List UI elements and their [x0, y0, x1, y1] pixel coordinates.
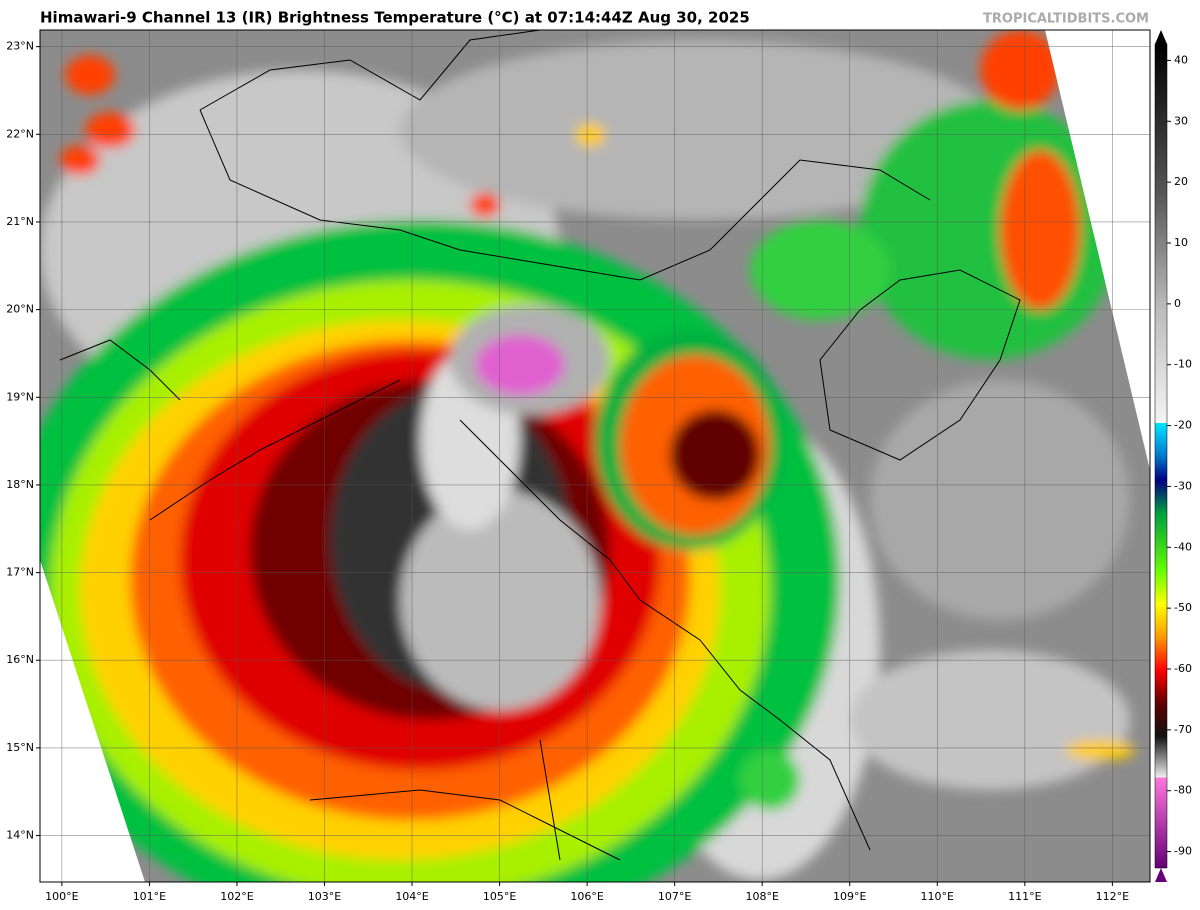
colorbar-label: 0 — [1174, 297, 1181, 310]
lon-label: 101°E — [133, 890, 166, 903]
colorbar-label: -50 — [1174, 601, 1192, 614]
lon-label: 102°E — [220, 890, 253, 903]
lon-label: 112°E — [1096, 890, 1129, 903]
colorbar-label: -10 — [1174, 358, 1192, 371]
lon-label: 108°E — [745, 890, 778, 903]
colorbar-label: -20 — [1174, 419, 1192, 432]
lon-label: 105°E — [483, 890, 516, 903]
satellite-image — [40, 30, 1150, 882]
credit: TROPICALTIDBITS.COM — [983, 12, 1149, 27]
lat-label: 16°N — [6, 653, 34, 666]
colorbar-end — [1155, 868, 1167, 882]
colorbar — [1154, 43, 1168, 869]
lon-label: 109°E — [833, 890, 866, 903]
colorbar-label: -60 — [1174, 662, 1192, 675]
colorbar-label: -80 — [1174, 784, 1192, 797]
colorbar-label: -90 — [1174, 845, 1192, 858]
colorbar-label: 30 — [1174, 114, 1188, 127]
graticule — [40, 30, 1150, 882]
lat-label: 18°N — [6, 478, 34, 491]
lon-label: 111°E — [1008, 890, 1041, 903]
lat-label: 20°N — [6, 303, 34, 316]
lat-label: 21°N — [6, 215, 34, 228]
colorbar-label: -30 — [1174, 479, 1192, 492]
lon-label: 106°E — [570, 890, 603, 903]
lon-label: 110°E — [921, 890, 954, 903]
colorbar-label: 20 — [1174, 175, 1188, 188]
map-frame — [39, 29, 1151, 883]
colorbar-label: -70 — [1174, 723, 1192, 736]
colorbar-label: 40 — [1174, 53, 1188, 66]
lat-label: 15°N — [6, 741, 34, 754]
colorbar-end — [1155, 30, 1167, 44]
lat-label: 22°N — [6, 127, 34, 140]
lon-label: 104°E — [395, 890, 428, 903]
colorbar-label: 10 — [1174, 236, 1188, 249]
lat-label: 19°N — [6, 390, 34, 403]
map-title: Himawari-9 Channel 13 (IR) Brightness Te… — [40, 9, 750, 27]
lat-label: 17°N — [6, 566, 34, 579]
lat-label: 23°N — [6, 40, 34, 53]
lon-label: 103°E — [308, 890, 341, 903]
lon-label: 100°E — [45, 890, 78, 903]
colorbar-label: -40 — [1174, 540, 1192, 553]
lat-label: 14°N — [6, 829, 34, 842]
lon-label: 107°E — [658, 890, 691, 903]
